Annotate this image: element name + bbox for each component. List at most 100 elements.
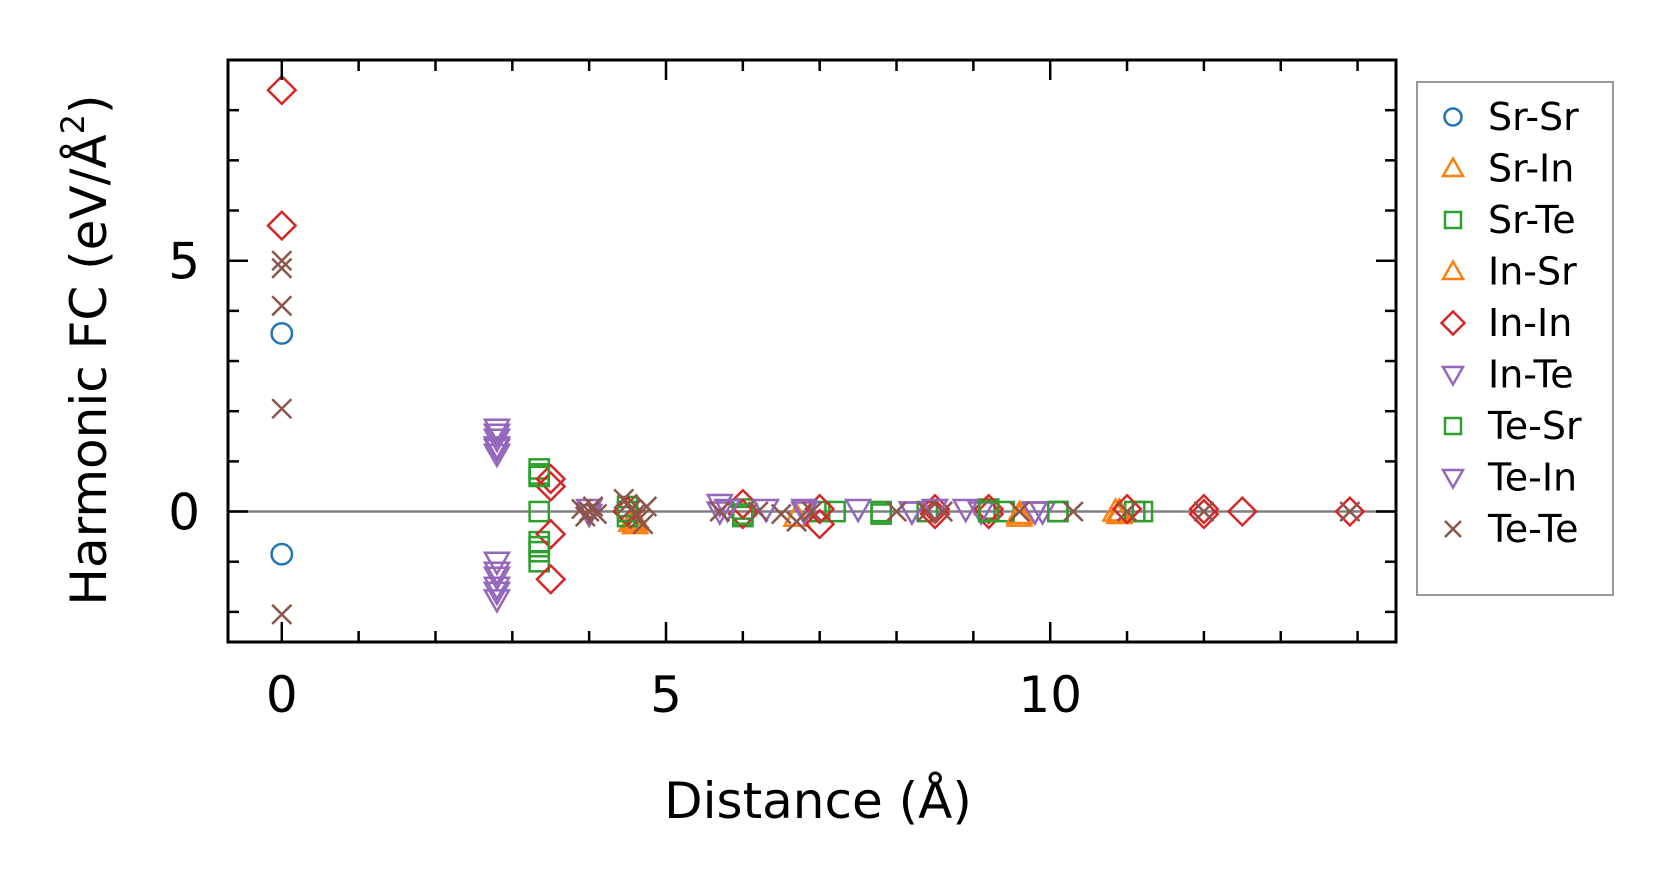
data-point xyxy=(482,589,512,614)
data-point xyxy=(271,257,293,279)
legend-marker xyxy=(1440,365,1466,388)
legend: Sr-Sr Sr-In Sr-Te In-Sr In-In In-Te Te-Sr Te-In… xyxy=(1416,81,1614,596)
legend-label: In-Te xyxy=(1488,353,1574,397)
data-markers xyxy=(266,74,1366,625)
legend-marker xyxy=(1439,309,1467,337)
legend-marker xyxy=(1440,258,1466,281)
series-sr-sr xyxy=(270,321,294,566)
legend-label: Sr-Sr xyxy=(1488,95,1579,139)
x-tick-label: 10 xyxy=(1018,666,1082,724)
data-point xyxy=(535,518,567,550)
data-point xyxy=(1008,501,1030,523)
data-point xyxy=(482,581,512,607)
legend-entry: In-Sr xyxy=(1440,250,1577,294)
data-point xyxy=(636,496,658,518)
y-tick-label: 0 xyxy=(168,484,200,542)
legend-label: Te-In xyxy=(1487,456,1577,500)
data-point xyxy=(482,561,512,587)
data-point xyxy=(528,535,551,558)
data-point xyxy=(1047,500,1069,523)
data-point xyxy=(266,210,298,242)
data-point xyxy=(870,500,893,523)
legend-entry: In-In xyxy=(1439,301,1572,345)
data-point xyxy=(270,542,294,566)
data-point xyxy=(271,250,293,272)
legend-entry: Te-Te xyxy=(1444,507,1579,551)
data-point xyxy=(804,508,836,540)
data-point xyxy=(886,501,908,523)
data-point xyxy=(270,321,294,345)
plot-frame xyxy=(226,58,1398,644)
data-point xyxy=(747,501,769,523)
data-point xyxy=(535,563,567,595)
data-point xyxy=(535,470,567,503)
x-tick-label: 0 xyxy=(266,666,298,724)
data-point xyxy=(1131,500,1154,523)
data-point xyxy=(916,501,938,523)
y-axis-label-superscript: 2 xyxy=(54,114,92,134)
legend-label: Sr-In xyxy=(1488,147,1574,191)
data-point xyxy=(977,500,1000,523)
data-point xyxy=(824,500,846,523)
y-tick-label: 5 xyxy=(168,233,200,291)
legend-label: In-In xyxy=(1488,301,1572,345)
legend-marker xyxy=(1443,210,1463,230)
data-point xyxy=(528,500,551,523)
data-point xyxy=(482,438,512,464)
x-tick-label: 5 xyxy=(650,666,682,724)
data-point xyxy=(770,503,792,525)
y-axis-label: Harmonic FC (eV/Å2) xyxy=(54,94,118,605)
data-point xyxy=(932,501,954,523)
legend-entries: Sr-Sr Sr-In Sr-Te In-Sr In-In In-Te Te-Sr Te-In… xyxy=(1439,95,1582,551)
data-point xyxy=(271,398,293,420)
legend-label: Te-Te xyxy=(1487,507,1579,551)
data-point xyxy=(528,465,551,488)
data-point xyxy=(535,463,567,495)
legend-label: Sr-Te xyxy=(1488,198,1576,242)
legend-marker xyxy=(1443,107,1463,127)
data-point xyxy=(1020,501,1049,527)
data-point xyxy=(1062,501,1084,523)
data-point xyxy=(271,295,293,317)
legend-entry: Sr-Sr xyxy=(1443,95,1579,139)
legend-marker xyxy=(1443,416,1463,436)
data-point xyxy=(1005,499,1034,525)
y-axis-label-main: Harmonic FC (eV/Å xyxy=(60,134,118,605)
data-point xyxy=(266,74,298,106)
axis-ticks xyxy=(228,58,1396,642)
data-point xyxy=(897,501,927,527)
legend-marker xyxy=(1440,468,1466,491)
data-point xyxy=(1116,501,1138,523)
legend-entry: In-Te xyxy=(1440,353,1574,397)
data-point xyxy=(1188,493,1220,525)
series-te-te xyxy=(271,250,1361,625)
legend-box xyxy=(1416,81,1614,596)
axis-tick-labels: 0 5 10 0 5 xyxy=(168,233,1082,724)
legend-entry: Sr-Te xyxy=(1443,198,1576,242)
data-point xyxy=(482,423,512,449)
data-point xyxy=(1339,501,1361,523)
data-point xyxy=(1226,495,1258,528)
legend-label: Te-Sr xyxy=(1487,404,1582,448)
data-point xyxy=(1193,501,1215,523)
data-point xyxy=(951,498,980,524)
data-point xyxy=(709,501,731,523)
data-point xyxy=(271,603,293,625)
data-point xyxy=(705,501,734,527)
legend-entry: Te-Sr xyxy=(1443,404,1582,448)
legend-marker xyxy=(1440,155,1466,178)
data-point xyxy=(804,493,836,525)
legend-entry: Te-In xyxy=(1440,456,1577,500)
data-point xyxy=(843,498,873,524)
data-point xyxy=(1111,493,1143,525)
legend-marker xyxy=(1444,520,1462,538)
data-point xyxy=(731,503,754,525)
legend-entry: Sr-In xyxy=(1440,147,1574,191)
data-point xyxy=(1334,495,1366,528)
data-point xyxy=(482,576,512,602)
x-axis-label: Distance (Å) xyxy=(664,772,972,830)
legend-label: In-Sr xyxy=(1488,250,1577,294)
data-point xyxy=(801,501,823,523)
data-point xyxy=(786,511,808,533)
